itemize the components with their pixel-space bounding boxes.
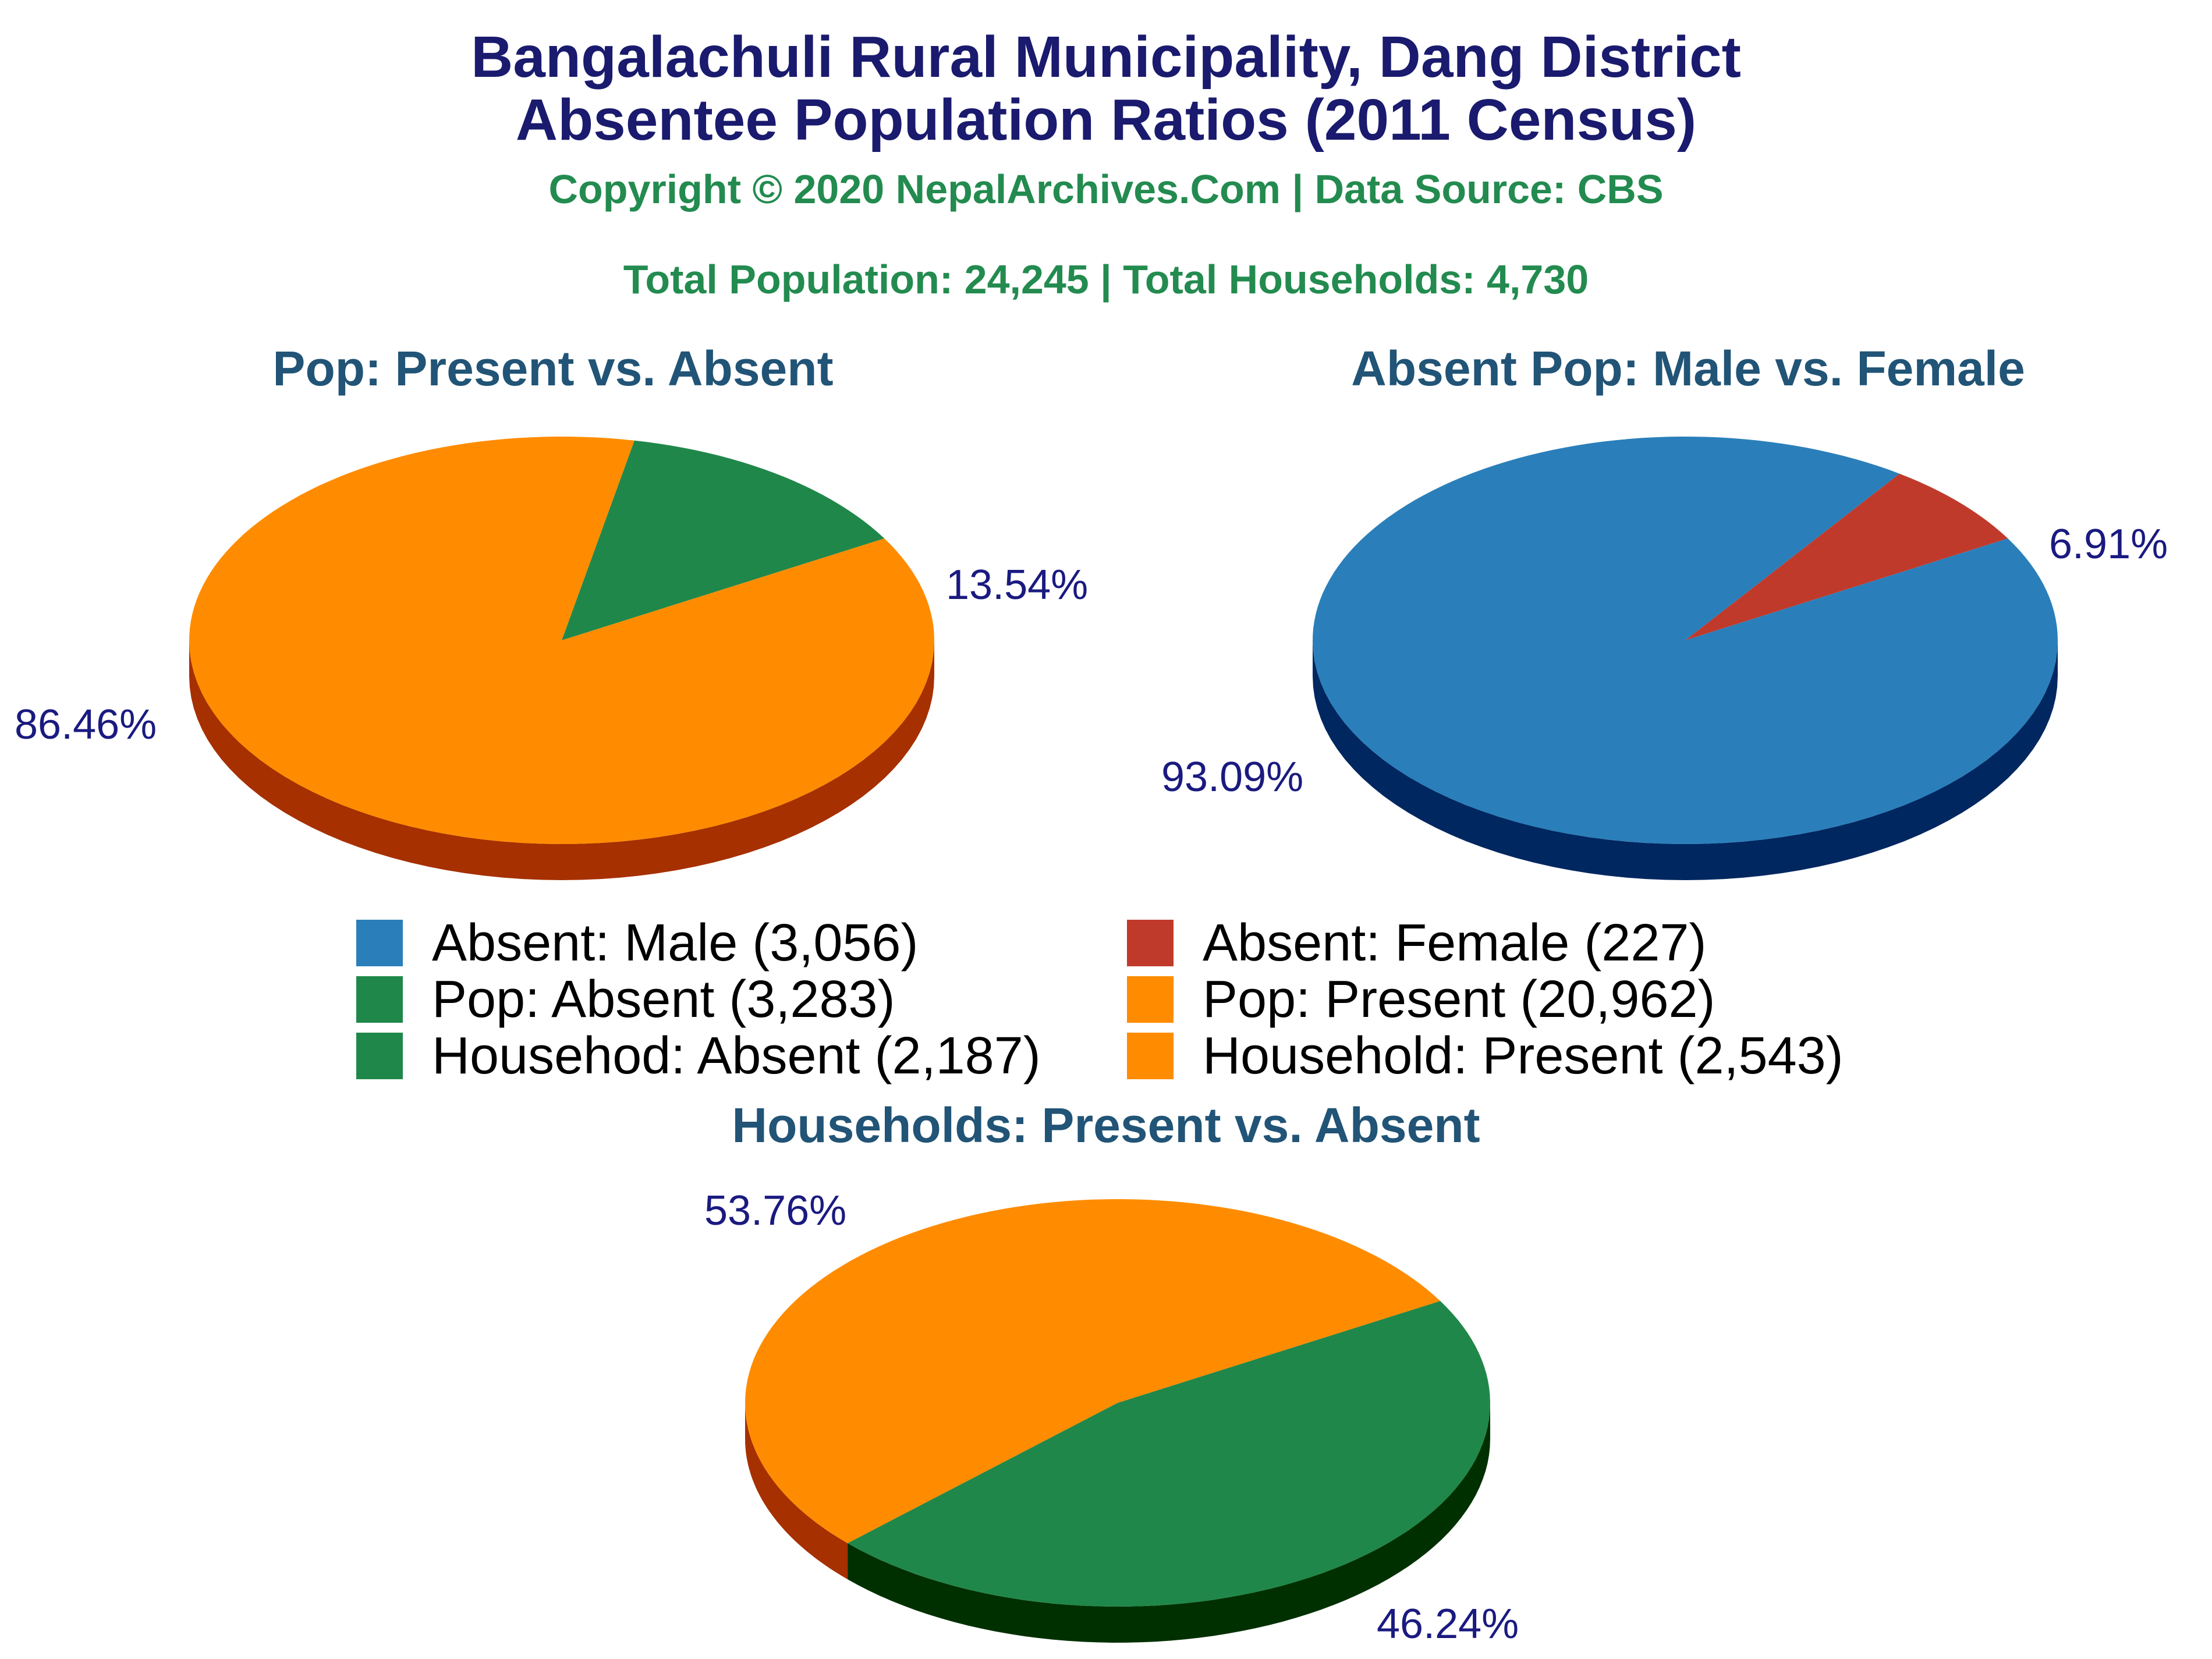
pie-population xyxy=(189,437,934,880)
pie1-label-present: 86.46% xyxy=(15,701,157,748)
pie-slice xyxy=(189,437,934,844)
legend-swatch xyxy=(1127,1033,1174,1079)
legend-item-household-present: Household: Present (2,543) xyxy=(1127,1027,1844,1085)
pie-slice-side xyxy=(1313,640,2058,880)
pie-households xyxy=(745,1199,1490,1643)
legend-swatch xyxy=(356,1033,403,1079)
pie3-title: Households: Present vs. Absent xyxy=(732,1098,1480,1153)
legend-item-pop-absent: Pop: Absent (3,283) xyxy=(356,970,895,1029)
pie1-title: Pop: Present vs. Absent xyxy=(272,341,834,396)
legend-item-pop-present: Pop: Present (20,962) xyxy=(1127,970,1715,1029)
pie-slice xyxy=(562,440,885,640)
legend-swatch xyxy=(1127,920,1174,966)
chart-title-line2: Absentee Population Ratios (2011 Census) xyxy=(515,87,1697,153)
pie2-title: Absent Pop: Male vs. Female xyxy=(1351,341,2025,396)
pie-slice-side xyxy=(848,1403,1490,1643)
pie-slice xyxy=(1313,437,2058,844)
pie3-label-present: 53.76% xyxy=(704,1187,847,1234)
legend-label: Household: Present (2,543) xyxy=(1203,1027,1844,1085)
copyright-text: Copyright © 2020 NepalArchives.Com | Dat… xyxy=(548,166,1664,212)
legend-label: Pop: Absent (3,283) xyxy=(432,970,895,1029)
totals-text: Total Population: 24,245 | Total Househo… xyxy=(623,257,1589,302)
legend-label: Pop: Present (20,962) xyxy=(1203,970,1715,1029)
pie1-label-absent: 13.54% xyxy=(946,562,1089,608)
pie-absent-gender xyxy=(1313,437,2058,880)
pie-slice-side xyxy=(189,640,934,880)
pie2-label-male: 93.09% xyxy=(1161,754,1304,800)
legend-label: Househod: Absent (2,187) xyxy=(432,1027,1041,1085)
legend-item-absent-male: Absent: Male (3,056) xyxy=(356,914,919,972)
legend-item-absent-female: Absent: Female (227) xyxy=(1127,914,1707,972)
pie-slice xyxy=(1685,473,2008,640)
legend-swatch xyxy=(1127,976,1174,1023)
pie3-label-absent: 46.24% xyxy=(1377,1601,1519,1647)
chart-title-line1: Bangalachuli Rural Municipality, Dang Di… xyxy=(471,24,1741,90)
legend-swatch xyxy=(356,920,403,966)
pie-slice xyxy=(848,1301,1490,1607)
pie2-label-female: 6.91% xyxy=(2049,521,2168,568)
legend-label: Absent: Female (227) xyxy=(1203,914,1707,972)
legend-label: Absent: Male (3,056) xyxy=(432,914,919,972)
legend-item-household-absent: Househod: Absent (2,187) xyxy=(356,1027,1041,1085)
legend-swatch xyxy=(356,976,403,1023)
pie-slice xyxy=(745,1199,1441,1544)
pie-slice-side xyxy=(745,1403,848,1580)
